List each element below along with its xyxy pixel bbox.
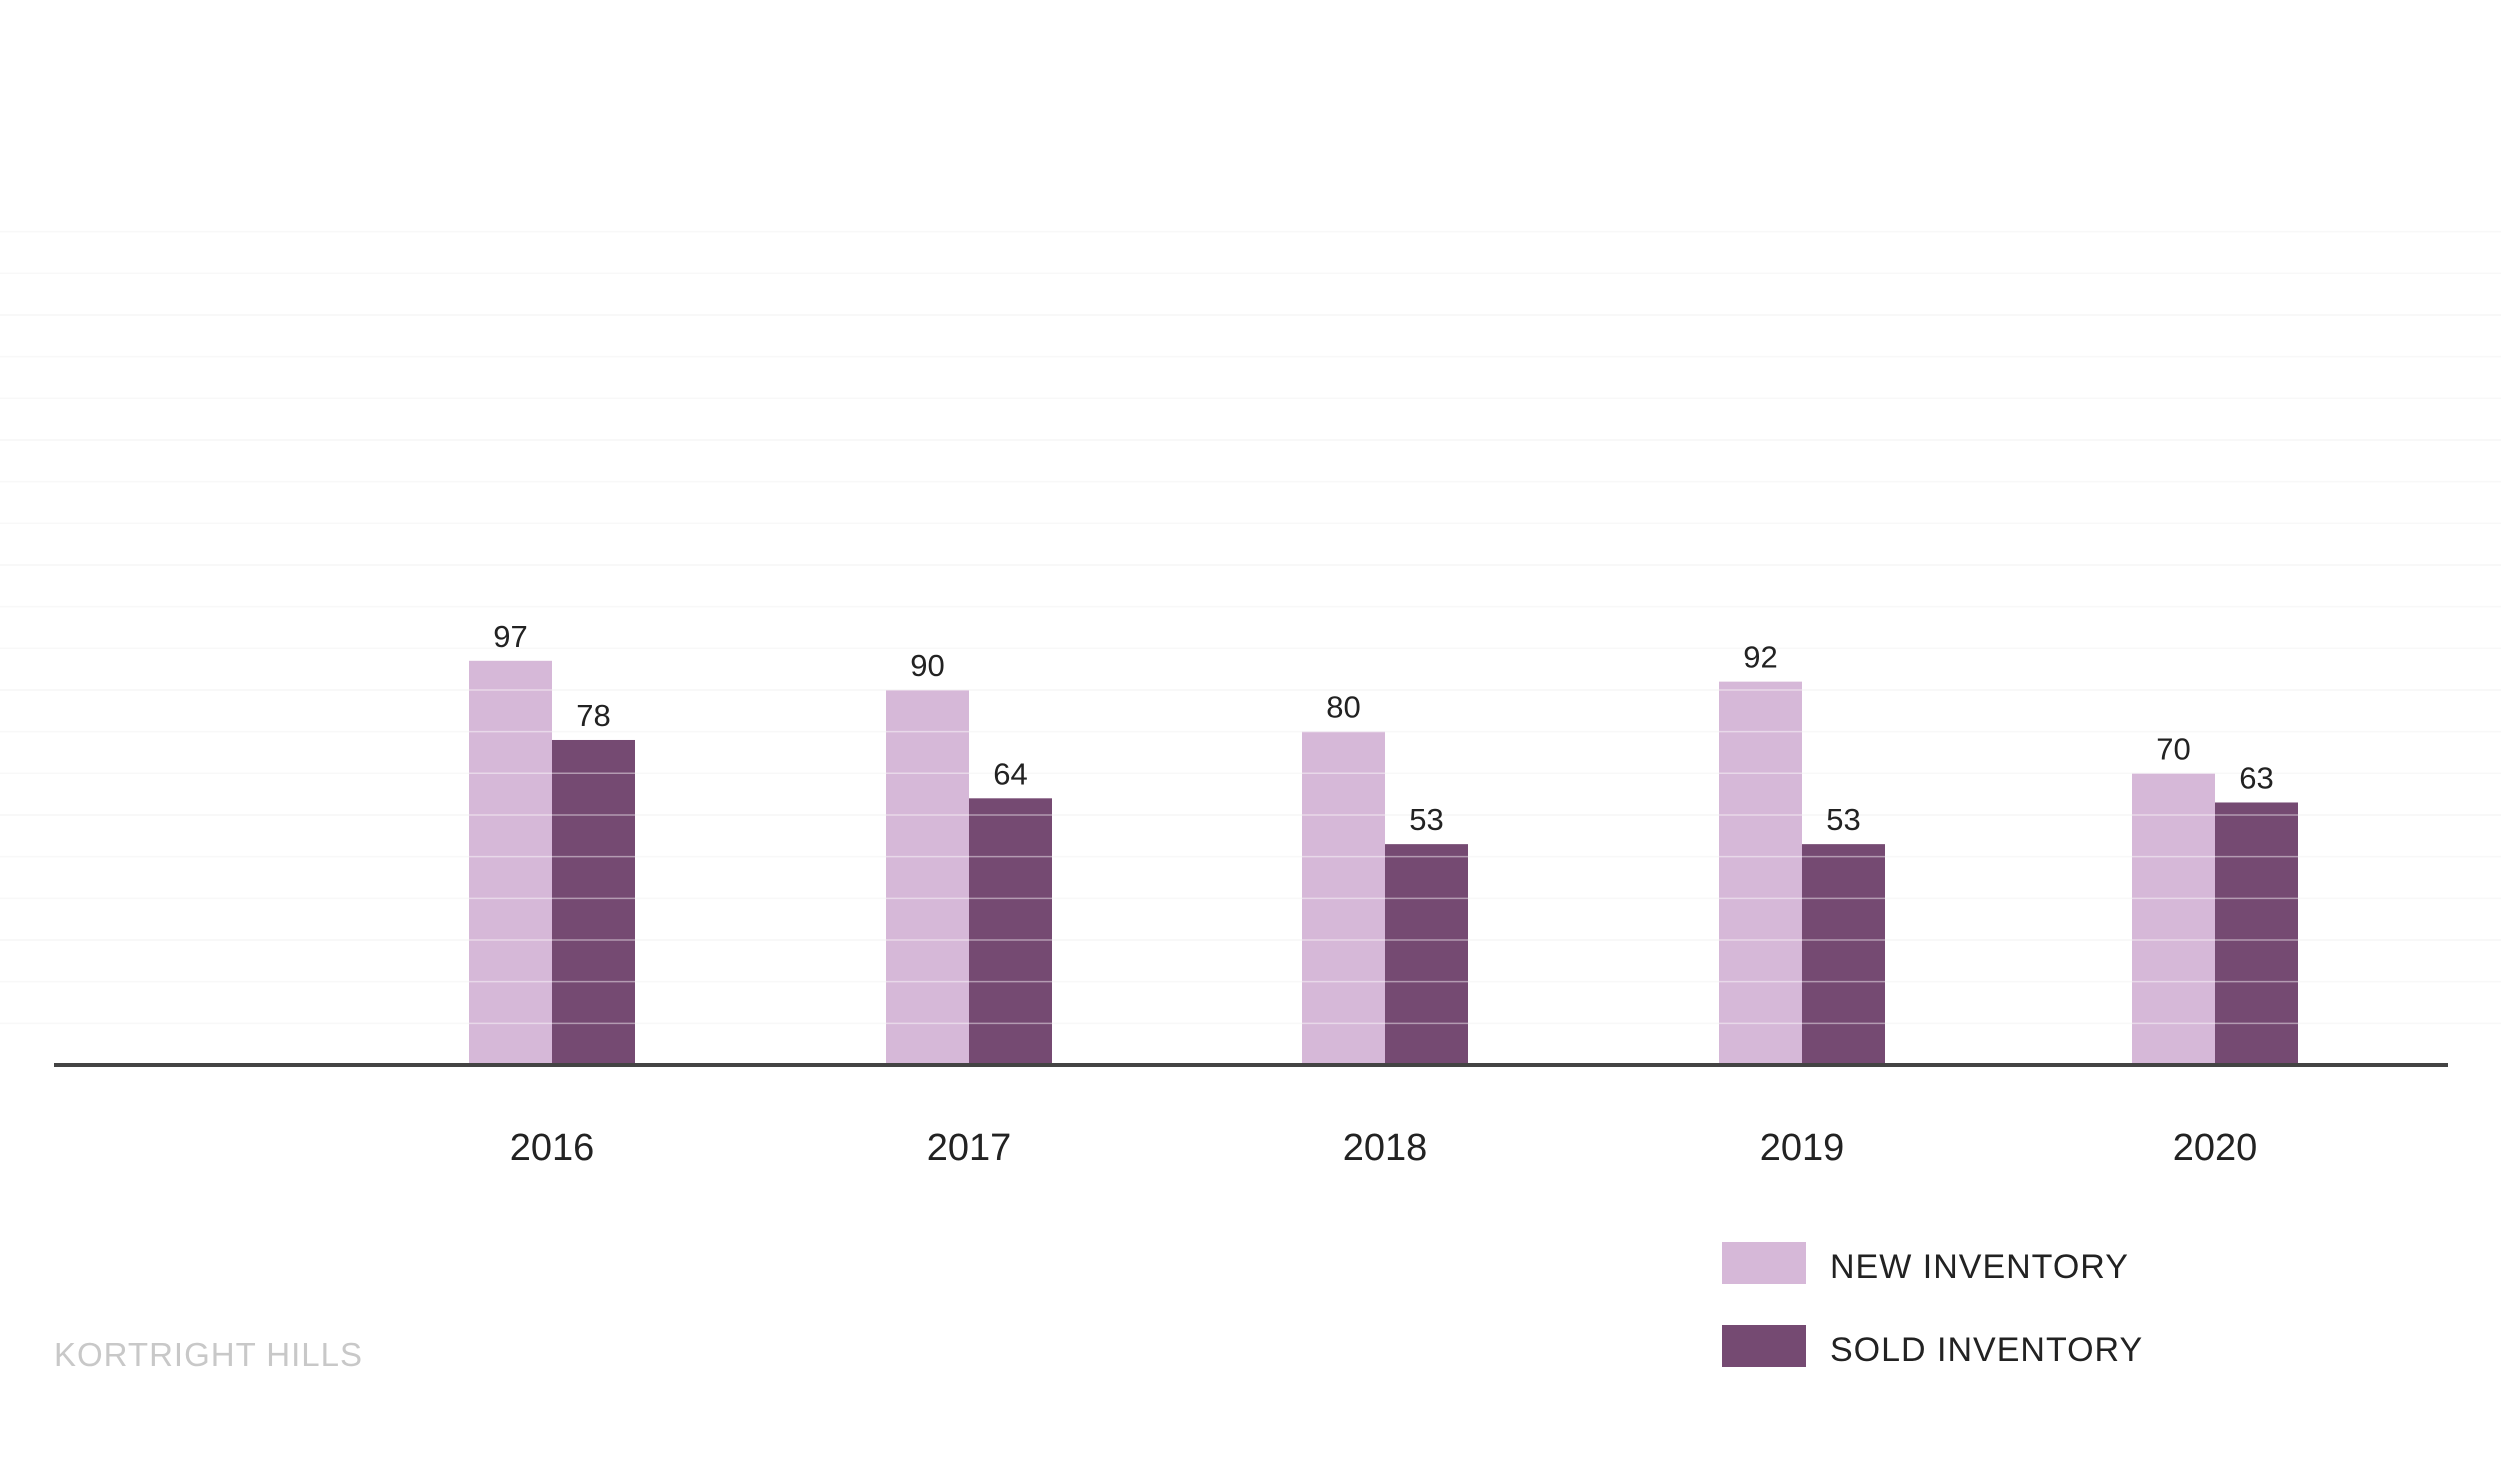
bar-new-2017 xyxy=(886,689,969,1065)
bar-sold-2019 xyxy=(1802,844,1885,1065)
x-axis-ticks: 2016 2017 2018 2019 2020 xyxy=(510,1127,2258,1169)
legend-label-sold: SOLD INVENTORY xyxy=(1830,1331,2143,1369)
footer-brand: KORTRIGHT HILLS xyxy=(54,1336,364,1373)
bar-sold-2017 xyxy=(969,798,1052,1065)
bar-new-2020 xyxy=(2132,773,2215,1065)
data-label-new-2020: 70 xyxy=(2156,731,2190,766)
bar-sold-2020 xyxy=(2215,802,2298,1065)
legend: NEW INVENTORY SOLD INVENTORY xyxy=(1722,1242,2143,1369)
bars xyxy=(469,660,2298,1065)
x-tick-2020: 2020 xyxy=(2173,1127,2258,1169)
bar-new-2016 xyxy=(469,660,552,1065)
data-label-new-2017: 90 xyxy=(910,648,944,683)
bar-new-2019 xyxy=(1719,681,1802,1065)
legend-swatch-sold xyxy=(1722,1325,1806,1367)
gridlines xyxy=(0,230,2501,1025)
data-label-sold-2016: 78 xyxy=(576,698,610,733)
data-label-sold-2019: 53 xyxy=(1826,802,1860,837)
x-tick-2018: 2018 xyxy=(1343,1127,1428,1169)
legend-label-new: NEW INVENTORY xyxy=(1830,1248,2129,1286)
data-label-new-2018: 80 xyxy=(1326,690,1360,725)
data-label-sold-2018: 53 xyxy=(1409,802,1443,837)
bar-new-2018 xyxy=(1302,731,1385,1065)
x-tick-2017: 2017 xyxy=(927,1127,1012,1169)
bar-sold-2018 xyxy=(1385,844,1468,1065)
legend-swatch-new xyxy=(1722,1242,1806,1284)
x-tick-2016: 2016 xyxy=(510,1127,595,1169)
data-labels: 97 78 90 64 80 53 92 53 70 63 xyxy=(493,619,2273,837)
data-label-new-2019: 92 xyxy=(1743,640,1777,675)
bar-sold-2016 xyxy=(552,739,635,1065)
data-label-new-2016: 97 xyxy=(493,619,527,654)
x-tick-2019: 2019 xyxy=(1760,1127,1845,1169)
data-label-sold-2017: 64 xyxy=(993,756,1027,791)
data-label-sold-2020: 63 xyxy=(2239,760,2273,795)
grid-overlay xyxy=(0,230,2501,1025)
